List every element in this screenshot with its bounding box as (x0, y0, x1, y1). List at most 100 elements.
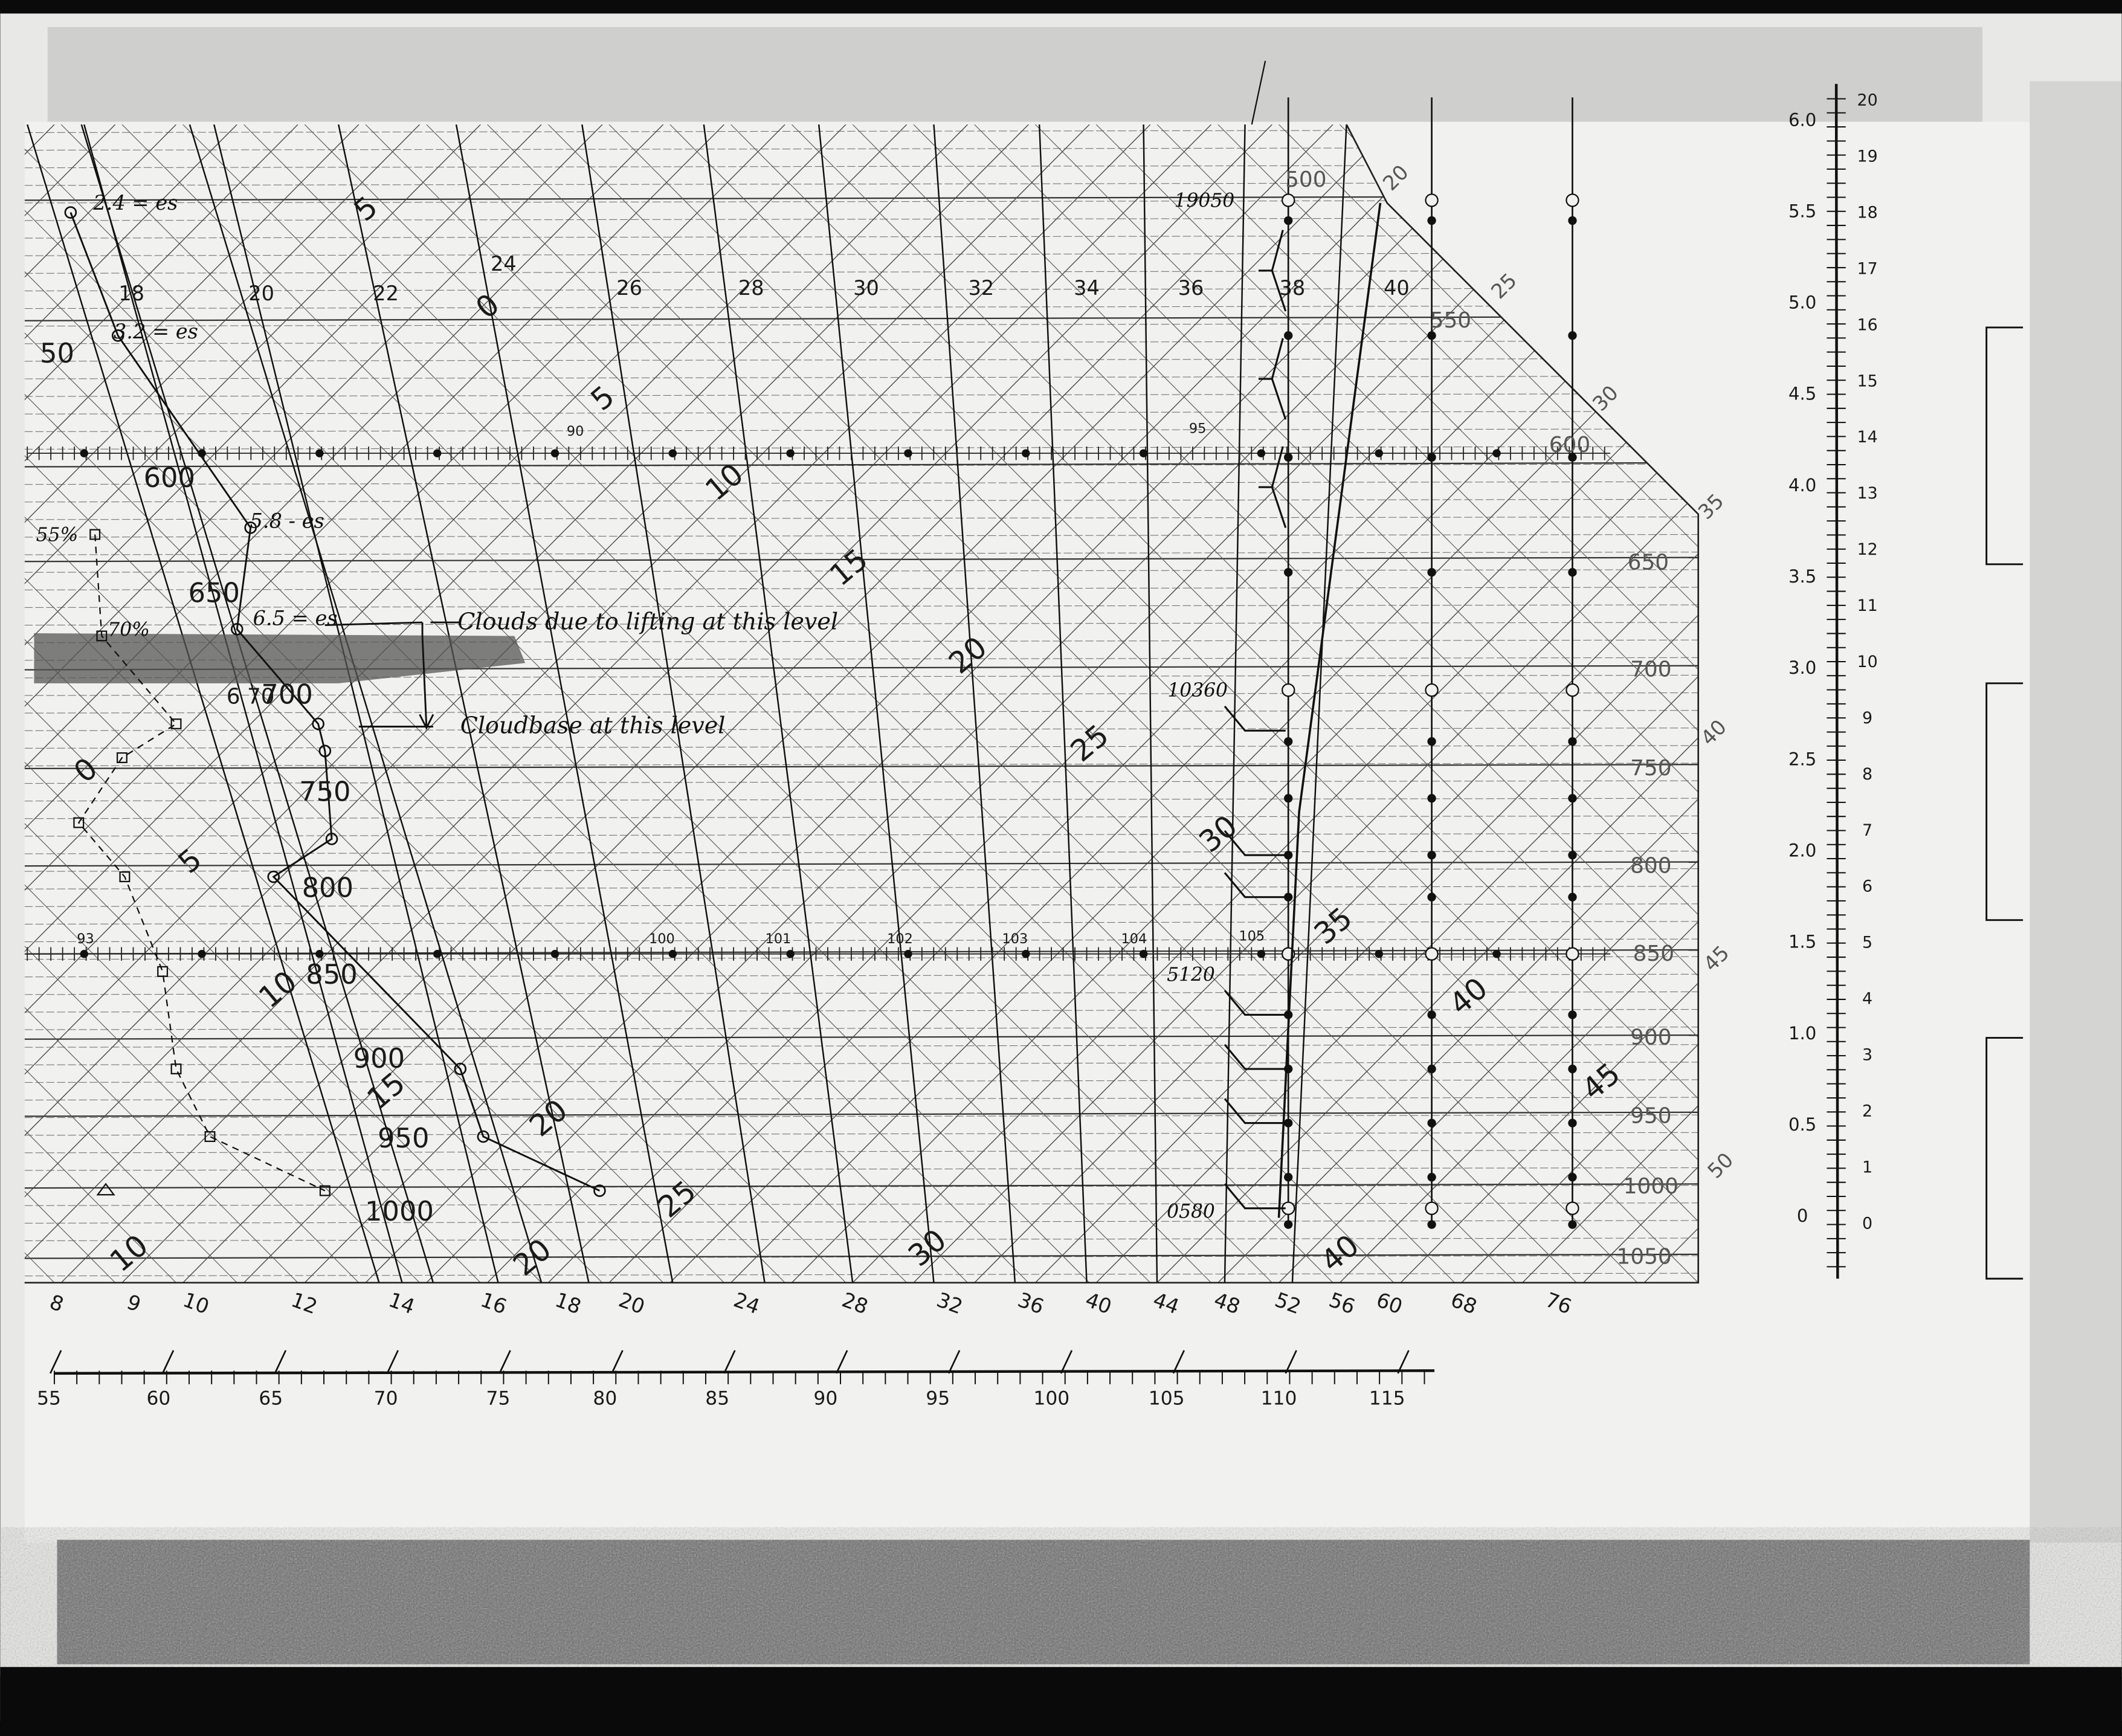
marker-dot (904, 949, 912, 958)
data-column-dot (1284, 216, 1293, 225)
marker-dot (1139, 949, 1148, 958)
scale-label-left: 2.0 (1788, 840, 1816, 860)
isobar-line (24, 462, 1698, 468)
isobar-hairline (24, 411, 1698, 415)
dry-adiabat-line (24, 124, 237, 1283)
isobar-hairline (24, 1062, 1698, 1065)
right-height-scale (50, 83, 2024, 1384)
isotherm-diagonal-line (24, 124, 908, 1283)
isobar-hairline (24, 991, 1698, 995)
isobar-hairline (24, 868, 1698, 872)
marker-dot (1492, 949, 1501, 958)
marker-dot (315, 449, 324, 457)
isobar-hairline (24, 622, 1698, 626)
marker-label: 102 (887, 931, 913, 947)
marker-dot (1022, 449, 1030, 457)
isotherm-diagonal-line (791, 124, 1698, 1283)
dewpoint-point (319, 1185, 331, 1196)
temperature-line (27, 124, 380, 1283)
scale-label-right: 8 (1862, 765, 1872, 784)
data-column-dot (1284, 331, 1293, 340)
isobar-label: 1050 (1617, 1244, 1672, 1269)
isotherm-diagonal-line (974, 124, 1698, 1283)
isotherm-diagonal-line (913, 124, 1698, 1283)
isobar-label: 600 (1549, 433, 1590, 457)
marker-dot (1375, 449, 1383, 457)
isobar-label: 950 (1630, 1104, 1671, 1129)
scale-label-right: 18 (1857, 204, 1878, 222)
isobar-hairline (24, 253, 1698, 256)
temperature-line (213, 124, 499, 1283)
wind-barb-icon (1224, 1044, 1286, 1070)
isobar-hairline (24, 446, 1698, 450)
data-column-dot (1284, 737, 1293, 746)
temperature-label-top: 20 (248, 282, 274, 305)
annotation-cloud-lifting: Clouds due to lifting at this level (457, 608, 838, 634)
isobar-hairline (24, 1149, 1698, 1154)
bracket-mark (1985, 1037, 2024, 1280)
isobar-hairline (24, 569, 1698, 573)
bottom-scale-slash (1285, 1350, 1297, 1374)
scale-label-right: 1 (1862, 1158, 1872, 1176)
isobar-hairline (24, 481, 1698, 485)
bottom-scale-label: 60 (146, 1387, 170, 1409)
temperature-line (818, 124, 935, 1283)
annotation-leader-cloudbase (358, 636, 434, 730)
isobar-hairline (24, 552, 1698, 555)
data-column-dot (1568, 1064, 1577, 1074)
isobar-label-left: 1000 (365, 1195, 434, 1227)
temperature-label-top: 24 (491, 252, 517, 276)
isobar-hairline (24, 270, 1698, 274)
data-column-dot (1427, 851, 1436, 860)
marker-label: 103 (1002, 931, 1028, 947)
dry-adiabat-line (1279, 124, 1698, 1283)
marker-label: 93 (77, 931, 94, 947)
data-column-dot (1284, 1118, 1293, 1128)
grain-texture (57, 1540, 2030, 1665)
dewpoint-point (89, 529, 101, 540)
bottom-scale-label: 80 (593, 1387, 617, 1409)
bottom-scale-slash (1172, 1350, 1185, 1374)
marker-dot (80, 949, 88, 958)
marker-dot (550, 949, 560, 958)
bottom-scale-label: 85 (705, 1387, 729, 1409)
scale-label-right: 3 (1862, 1045, 1872, 1064)
scale-label-right: 15 (1857, 372, 1878, 390)
marker-label: 100 (649, 931, 675, 947)
isobar-label-left: 600 (144, 462, 195, 494)
data-column-dot (1284, 1220, 1293, 1229)
temperature-label-top: 38 (1280, 276, 1306, 300)
isotherm-diagonal-line (24, 124, 481, 1283)
isobar-line (24, 1111, 1698, 1117)
isotherm-diagonal-line (24, 124, 664, 1283)
isobar-hairline (24, 938, 1698, 943)
bottom-scale-label: 75 (486, 1387, 511, 1409)
scale-label-right: 0 (1862, 1214, 1872, 1233)
temperature-line (189, 124, 543, 1283)
marker-dot (1492, 449, 1501, 457)
data-column-open-circle (1566, 947, 1579, 961)
bottom-scale-label: 55 (37, 1387, 61, 1409)
isobar-hairline (24, 1132, 1698, 1136)
dewpoint-point (96, 630, 108, 642)
humidity-note: 70% (108, 619, 150, 641)
isobar-label: 750 (1630, 756, 1671, 781)
temperature-line (933, 124, 1016, 1283)
bottom-scale-slash (723, 1350, 736, 1374)
scale-label-left: 4.5 (1788, 384, 1816, 404)
data-column-dot (1284, 794, 1293, 803)
dry-adiabat-line (1217, 124, 1698, 1283)
data-column-dot (1427, 331, 1436, 340)
marker-label: 105 (1239, 928, 1265, 944)
bottom-scale-slash (50, 1350, 62, 1374)
data-column-open-circle (1425, 193, 1439, 207)
lifted-parcel-curve (1277, 202, 1382, 1218)
data-column-dot (1568, 331, 1577, 340)
isobar-hairline (24, 815, 1698, 819)
bottom-black (0, 1667, 2122, 1736)
isotherm-diagonal-line (24, 124, 847, 1283)
bottom-scale-line (54, 1369, 1435, 1375)
isobar-hairline (24, 833, 1698, 837)
isobar-hairline (24, 674, 1698, 679)
marker-dot (433, 449, 442, 457)
